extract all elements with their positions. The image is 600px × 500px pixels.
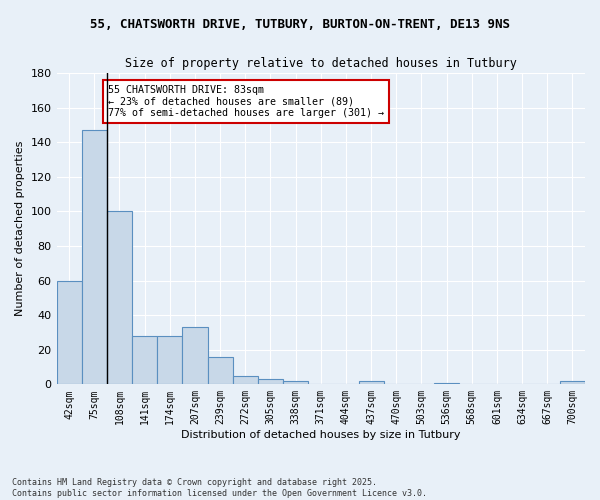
Y-axis label: Number of detached properties: Number of detached properties [15, 141, 25, 316]
Text: 55, CHATSWORTH DRIVE, TUTBURY, BURTON-ON-TRENT, DE13 9NS: 55, CHATSWORTH DRIVE, TUTBURY, BURTON-ON… [90, 18, 510, 30]
Bar [434, 382, 459, 384]
Bar [208, 356, 233, 384]
Bar [258, 379, 283, 384]
Bar [359, 381, 383, 384]
Bar [233, 376, 258, 384]
Bar [82, 130, 107, 384]
Bar [283, 381, 308, 384]
Bar [107, 212, 132, 384]
X-axis label: Distribution of detached houses by size in Tutbury: Distribution of detached houses by size … [181, 430, 461, 440]
Title: Size of property relative to detached houses in Tutbury: Size of property relative to detached ho… [125, 58, 517, 70]
Bar [56, 280, 82, 384]
Bar [182, 328, 208, 384]
Bar [132, 336, 157, 384]
Bar [157, 336, 182, 384]
Text: 55 CHATSWORTH DRIVE: 83sqm
← 23% of detached houses are smaller (89)
77% of semi: 55 CHATSWORTH DRIVE: 83sqm ← 23% of deta… [108, 85, 384, 118]
Bar [560, 381, 585, 384]
Text: Contains HM Land Registry data © Crown copyright and database right 2025.
Contai: Contains HM Land Registry data © Crown c… [12, 478, 427, 498]
